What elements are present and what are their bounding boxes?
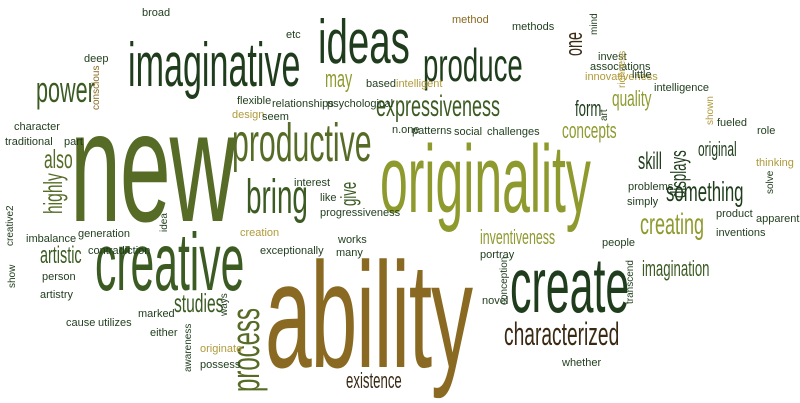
word-novel: novel [482, 295, 509, 307]
word-role: role [757, 125, 776, 137]
word-highly: highly [38, 173, 68, 214]
word-etc: etc [286, 29, 301, 41]
word-many: many [336, 247, 363, 259]
word-part: part [64, 136, 83, 148]
word-creating: creating [640, 208, 705, 241]
word-innovativeness: innovativeness [585, 71, 658, 83]
word-conscious: conscious [91, 65, 102, 110]
word-fueled: fueled [717, 117, 747, 129]
word-mind: mind [589, 13, 600, 35]
word-show: show [7, 264, 18, 288]
word-creative: creative [95, 217, 245, 308]
word-methods: methods [512, 21, 555, 33]
word-interest: interest [294, 177, 331, 189]
word-contradiction: contradiction [88, 245, 151, 257]
word-ideas: ideas [318, 8, 410, 77]
word-new: new [70, 79, 236, 255]
word-utilizes: utilizes [98, 317, 132, 329]
word-shown: shown [705, 96, 716, 125]
word-imaginative: imaginative [128, 31, 301, 100]
word-originate: originate [200, 343, 243, 355]
word-people: people [602, 237, 636, 249]
word-like: like [320, 192, 337, 204]
word-little: little [632, 69, 652, 81]
word-associations: associations [590, 61, 651, 73]
word-ability: ability [265, 231, 473, 399]
word-concepts: concepts [562, 118, 617, 143]
word-method: method [452, 14, 489, 26]
word-generation: generation [78, 228, 130, 240]
word-artistry: artistry [40, 289, 73, 301]
word-power: power [36, 69, 95, 110]
word-one: one [561, 31, 588, 56]
word-quality: quality [612, 86, 652, 111]
word-characterized: characterized [504, 316, 620, 352]
word-seem: seem [262, 111, 289, 123]
word-whether: whether [562, 357, 602, 369]
word-may: may [325, 66, 353, 93]
word-productive: productive [232, 113, 372, 173]
word-creative2: creative2 [5, 205, 16, 246]
word-richness: richness [617, 50, 628, 88]
word-awareness: awareness [183, 323, 194, 372]
word-product: product [716, 208, 753, 220]
word-originality: originality [380, 126, 591, 233]
word-person: person [42, 271, 76, 283]
word-n-one: n.one [392, 124, 420, 136]
word-idea: idea [159, 213, 170, 232]
word-broad: broad [142, 7, 171, 19]
word-inventiveness: inventiveness [480, 227, 556, 249]
word-create: create [510, 241, 630, 329]
word-traditional: traditional [5, 136, 53, 148]
word-expressiveness: expressiveness [376, 90, 501, 123]
word-challenges: challenges [487, 126, 540, 138]
word-art: art [599, 109, 610, 121]
word-works: works [338, 234, 367, 246]
word-apparent: apparent [756, 213, 800, 225]
word-cause: cause [66, 317, 96, 329]
word-patterns: patterns [412, 125, 452, 137]
word-something: something [666, 176, 744, 207]
word-relationships: relationships [272, 98, 334, 110]
word-form: form [575, 96, 602, 121]
word-original: original [698, 139, 737, 161]
word-produce: produce [423, 39, 523, 91]
word-artistic: artistic [40, 242, 82, 269]
word-thinking: thinking [756, 157, 794, 169]
word-inventions: inventions [716, 227, 766, 239]
word-psychological: psychological [327, 98, 394, 110]
word-marked: marked [138, 308, 175, 320]
word-existence: existence [346, 368, 402, 393]
word-also: also [44, 144, 73, 174]
word-portray: portray [480, 249, 515, 261]
word-based: based [366, 78, 396, 90]
word-solve: solve [765, 170, 776, 194]
word-imagination: imagination [642, 256, 710, 281]
word-design: design [232, 109, 265, 121]
word-exceptionally: exceptionally [260, 245, 324, 257]
word-give: give [336, 181, 361, 206]
word-social: social [454, 126, 483, 138]
word-ways: ways [219, 293, 230, 316]
word-character: character [14, 121, 60, 133]
word-problems: problems [628, 181, 674, 193]
word-intelligence: intelligence [654, 82, 710, 94]
word-progressiveness: progressiveness [320, 207, 401, 219]
word-transcend: transcend [625, 260, 636, 304]
word-flexible: flexible [237, 95, 272, 107]
word-skill: skill [638, 148, 662, 175]
word-deep: deep [84, 53, 109, 65]
word-either: either [150, 327, 178, 339]
word-studies: studies [174, 288, 224, 318]
word-bring: bring [246, 171, 308, 224]
word-creation: creation [240, 227, 280, 239]
word-invest: invest [598, 51, 627, 63]
word-imbalance: imbalance [26, 233, 77, 245]
word-possess: possess [200, 359, 241, 371]
word-intelligent: intelligent [396, 78, 443, 90]
word-simply: simply [627, 196, 659, 208]
